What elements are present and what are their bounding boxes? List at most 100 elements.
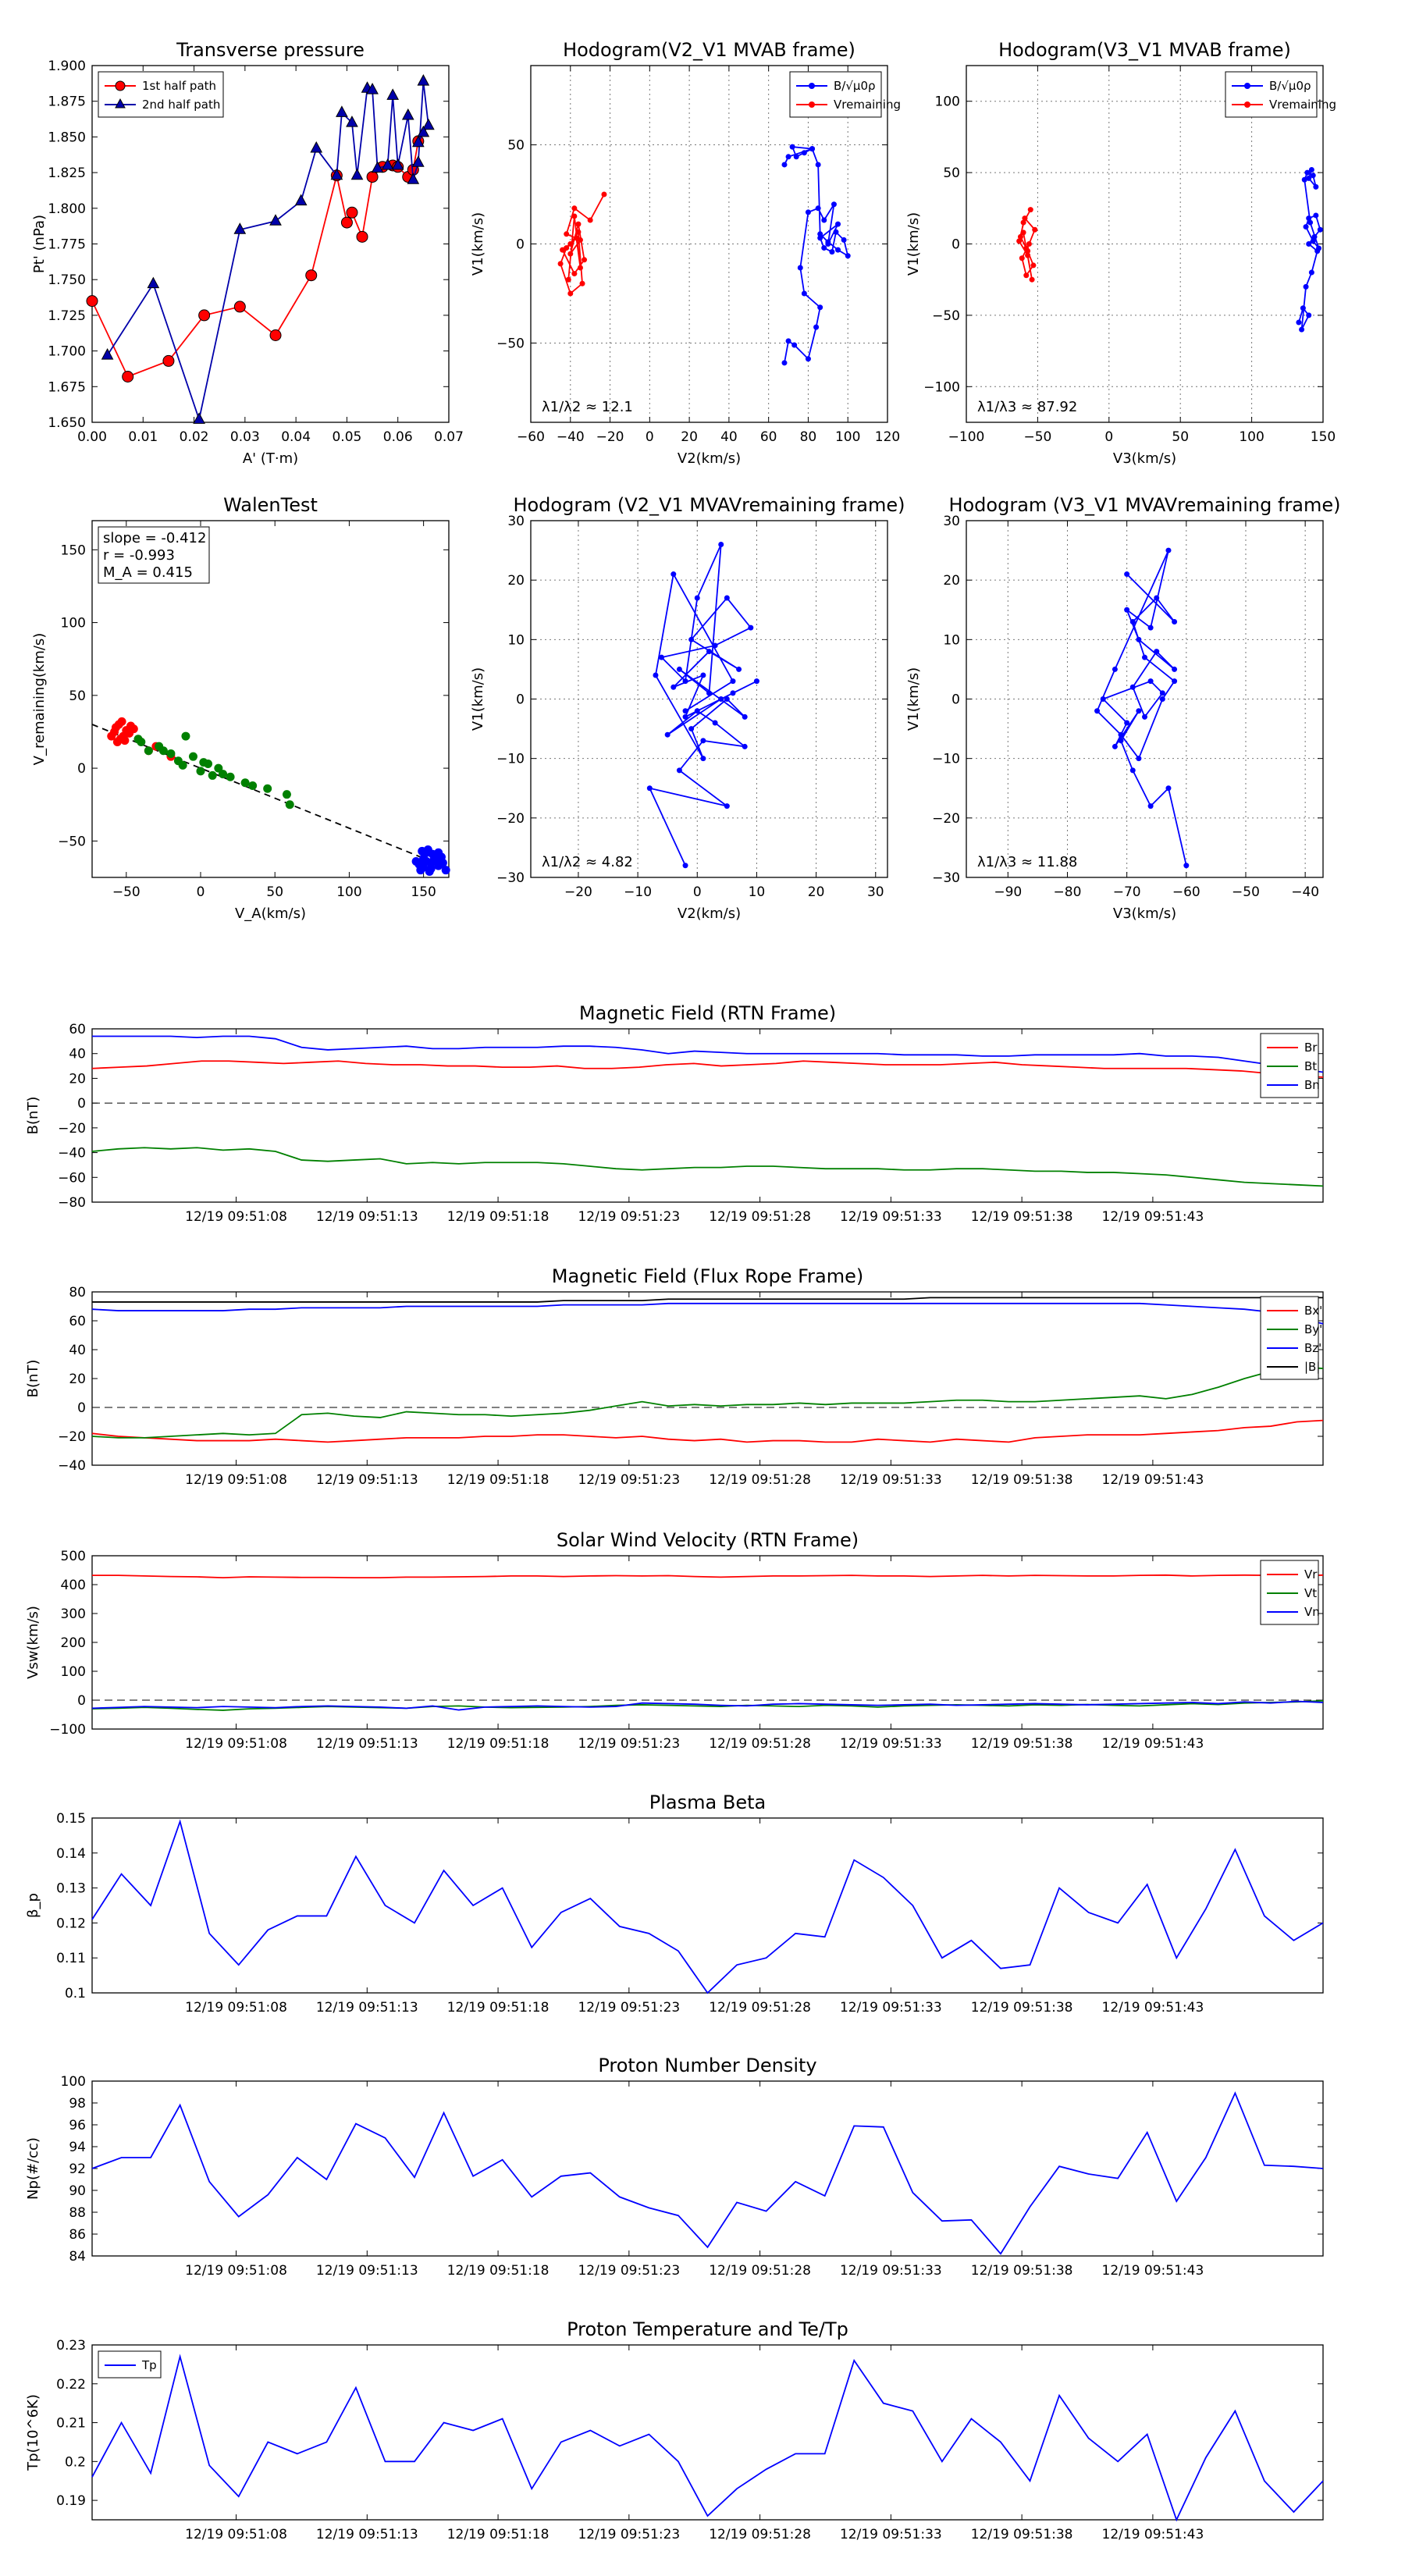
tp-ylabel: Tp(10^6K) [25, 2394, 41, 2471]
pt-legend [98, 71, 224, 118]
h4-series-0-point [1112, 666, 1118, 672]
walen-series-2-point [414, 859, 424, 869]
beta-xtick-label: 12/19 09:51:18 [447, 2000, 550, 2016]
walen-series-1-point [188, 752, 197, 761]
h4-series-0-point [1183, 863, 1190, 869]
h1-series-0-point [781, 360, 788, 366]
beta-xtick-label: 12/19 09:51:23 [578, 2000, 680, 2016]
tp-xtick-label: 12/19 09:51:43 [1102, 2527, 1204, 2542]
h2-xtick-label: 50 [1172, 429, 1189, 445]
h4-ytick-label: −10 [932, 752, 960, 767]
beta-ytick-label: 0.1 [65, 1986, 86, 2001]
h3-series-0-point [724, 803, 730, 809]
vsw-ytick-label: 500 [61, 1549, 86, 1564]
beta-xtick-label: 12/19 09:51:43 [1102, 2000, 1204, 2016]
walen-stats-box [98, 526, 210, 584]
vsw-legend-label: Vt [1304, 1586, 1317, 1600]
h1-series-0-point [825, 239, 831, 245]
walen-series-2-point [425, 867, 434, 877]
bfield-plot-frame [91, 1028, 1324, 1203]
h4-series-0-point [1147, 678, 1154, 685]
frfield-xtick-label: 12/19 09:51:33 [840, 1472, 942, 1488]
h3-series-0-point [676, 666, 682, 672]
frfield-ytick-label: 0 [77, 1400, 86, 1416]
h1-series-0-point [785, 154, 791, 160]
h1-series-1-point [564, 231, 570, 237]
h1-series-0-point [831, 201, 837, 208]
beta-ylabel: β_p [25, 1893, 41, 1918]
walen-series-1-point [248, 781, 258, 790]
h4-series-0-point [1142, 654, 1147, 660]
h2-ytick-label: −100 [923, 379, 960, 395]
walen-series-0-point [117, 717, 126, 726]
h1-xtick-label: −60 [517, 429, 545, 445]
h3-series-0-point [670, 684, 677, 690]
h2-series-1-point [1029, 276, 1035, 283]
h2-series-1-point [1016, 238, 1023, 244]
h4-series-0-point [1112, 743, 1118, 749]
h1-series-0-point [833, 229, 839, 235]
h2-series-1-point [1032, 226, 1038, 233]
h1-legend-marker [809, 83, 815, 89]
beta-xtick-label: 12/19 09:51:13 [316, 2000, 418, 2016]
h3-series-0-point [700, 756, 706, 762]
h4-series-0-point [1154, 595, 1160, 601]
h1-xtick-label: −20 [596, 429, 624, 445]
walen-series-2-point [422, 856, 431, 866]
h4-ylabel: V1(km/s) [905, 667, 922, 731]
h1-series-1-point [567, 290, 574, 297]
pt-series-1-point [310, 141, 323, 153]
walen-series-1-point [158, 746, 168, 756]
np-ytick-label: 94 [69, 2140, 86, 2155]
h1-legend [789, 71, 882, 118]
h2-ytick-label: 50 [943, 165, 960, 181]
pt-xtick-label: 0.04 [281, 429, 311, 445]
h1-series-0-point [821, 217, 827, 223]
h4-xtick-label: −40 [1291, 884, 1319, 900]
h1-xtick-label: 120 [875, 429, 900, 445]
h2-legend-marker [1244, 83, 1250, 89]
walen-xtick-label: −50 [112, 884, 140, 900]
bfield-ytick-label: 0 [77, 1096, 86, 1112]
beta-title: Plasma Beta [649, 1791, 766, 1813]
np-plot-frame [91, 2080, 1324, 2257]
h2-series-0-point [1316, 245, 1322, 251]
h3-series-0-point [670, 571, 677, 578]
pt-series-0-point [162, 354, 175, 367]
walen-series-1-point [263, 784, 272, 793]
tp-xtick-label: 12/19 09:51:28 [709, 2527, 811, 2542]
h1-series-0-point [835, 247, 841, 253]
frfield-ytick-label: 60 [69, 1314, 86, 1329]
beta-xtick-label: 12/19 09:51:33 [840, 2000, 942, 2016]
h1-series-1-point [571, 271, 578, 277]
h4-series-0-point [1118, 731, 1124, 738]
frfield-xtick-label: 12/19 09:51:08 [185, 1472, 287, 1488]
h4-series-0-line [1096, 550, 1187, 866]
h1-xtick-label: 60 [760, 429, 777, 445]
frfield-ytick-label: −20 [58, 1429, 86, 1445]
h2-series-0-point [1313, 212, 1319, 219]
h4-ytick-label: 30 [943, 514, 960, 529]
h4-series-0-point [1172, 618, 1178, 624]
pt-ytick-label: 1.700 [48, 344, 86, 360]
h3-ytick-label: 0 [516, 692, 525, 708]
h2-title: Hodogram(V3_V1 MVAB frame) [998, 39, 1291, 61]
h1-ytick-label: −50 [496, 336, 525, 351]
frfield-ytick-label: 80 [69, 1285, 86, 1300]
h2-series-1-point [1020, 229, 1026, 236]
vsw-ylabel: Vsw(km/s) [25, 1606, 41, 1679]
frfield-xtick-label: 12/19 09:51:23 [578, 1472, 680, 1488]
walen-series-1-point [133, 735, 143, 744]
tp-ytick-label: 0.23 [56, 2338, 86, 2354]
h4-eigen-ratio: λ1/λ3 ≈ 11.88 [977, 854, 1077, 870]
pt-series-1-point [411, 155, 425, 167]
h2-ylabel: V1(km/s) [905, 212, 922, 276]
walen-title: WalenTest [223, 494, 318, 516]
h4-xlabel: V3(km/s) [1113, 906, 1176, 922]
bfield-ytick-label: −20 [58, 1121, 86, 1137]
pt-ytick-label: 1.875 [48, 94, 86, 110]
h4-series-0-point [1172, 678, 1178, 685]
h4-xtick-label: −70 [1113, 884, 1141, 900]
h3-series-0-point [646, 785, 653, 792]
